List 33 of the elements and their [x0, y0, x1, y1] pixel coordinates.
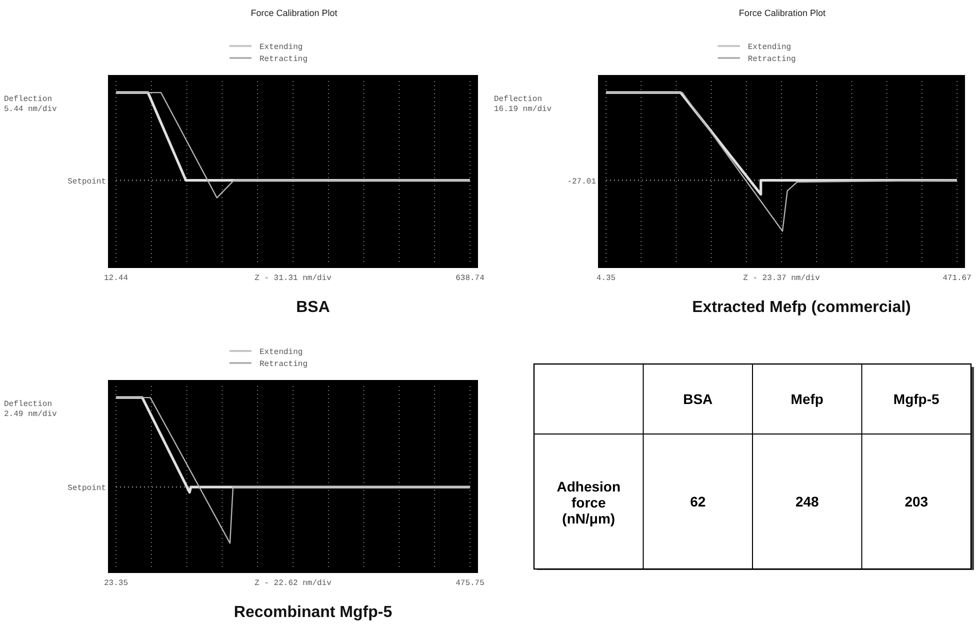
legend-label: Retracting [748, 55, 796, 64]
text: Adhesion force (nN/μm) [556, 478, 621, 526]
legend-label: Retracting [260, 55, 308, 64]
legend-label: Retracting [260, 360, 308, 369]
data-label: 248 [795, 494, 820, 510]
ref-line-label: Setpoint [68, 177, 106, 186]
text: Recombinant Mgfp-5 [234, 604, 392, 621]
text: Extracted Mefp (commercial) [692, 299, 911, 316]
x-axis-title: Z - 31.31 nm/div [254, 274, 332, 283]
y-axis-title: Deflection 16.19 nm/div [494, 95, 552, 114]
data-label: 203 [904, 494, 928, 510]
x-tick-label: 12.44 [104, 274, 128, 283]
data-label: 62 [690, 494, 706, 510]
text: BSA [296, 299, 330, 316]
y-axis-title: Deflection 5.44 nm/div [4, 95, 58, 114]
ref-line-label: Setpoint [68, 484, 106, 494]
y-axis-title: Deflection 2.49 nm/div [4, 400, 58, 419]
x-axis-title: Z - 22.62 nm/div [254, 579, 332, 588]
chart-title: Force Calibration Plot [738, 8, 826, 18]
legend-label: Extending [260, 43, 303, 52]
x-tick-label: 475.75 [456, 579, 485, 588]
category-label: Mgfp-5 [893, 391, 940, 407]
x-tick-label: 471.67 [942, 274, 972, 283]
x-tick-label: 4.35 [596, 274, 616, 283]
category-label: BSA [683, 391, 713, 407]
x-tick-label: 23.35 [104, 579, 128, 588]
category-label: Mefp [790, 391, 824, 407]
chart-title: Force Calibration Plot [250, 8, 338, 18]
legend-label: Extending [748, 43, 792, 52]
text: -27.01 [567, 177, 596, 186]
legend-label: Extending [260, 348, 303, 357]
x-tick-label: 638.74 [456, 274, 485, 283]
x-axis-title: Z - 23.37 nm/div [743, 274, 820, 283]
